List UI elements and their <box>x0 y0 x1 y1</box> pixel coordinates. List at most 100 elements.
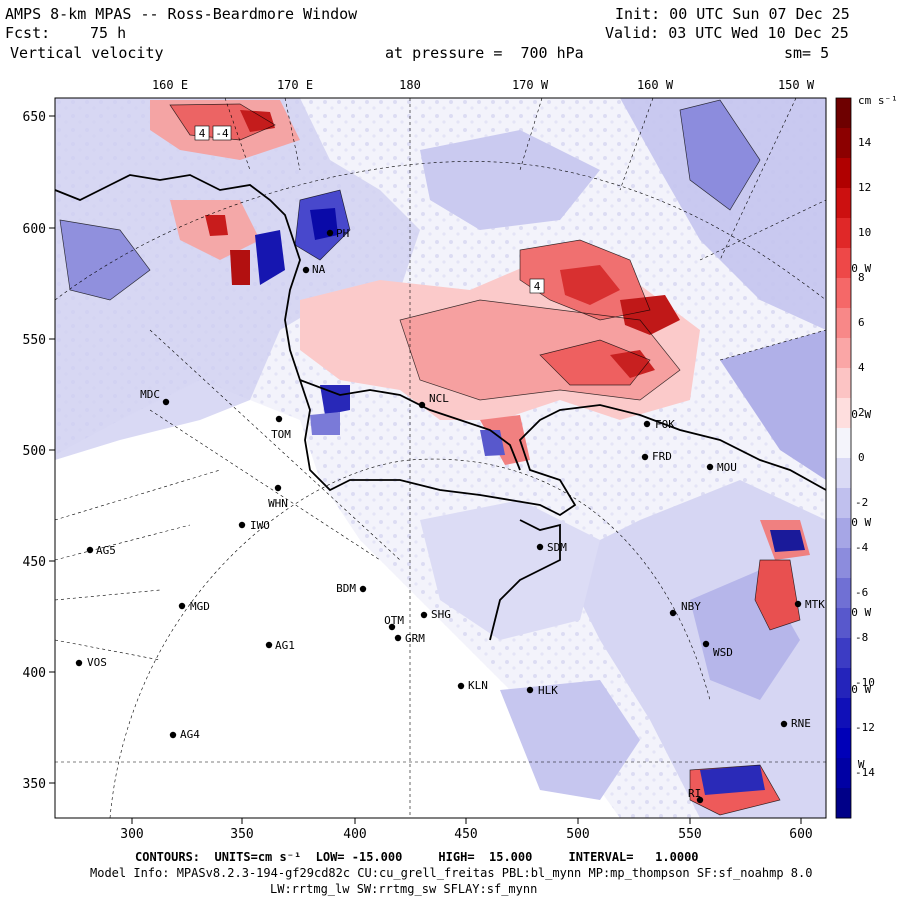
station-label: SHG <box>431 608 451 621</box>
physics-info: LW:rrtmg_lw SW:rrtmg_sw SFLAY:sf_mynn <box>270 882 538 896</box>
colorbar-swatch <box>836 368 851 399</box>
x-tick-label: 300 <box>120 827 143 842</box>
colorbar-swatch <box>836 278 851 309</box>
y-tick-label: 450 <box>23 555 46 570</box>
colorbar-label: 14 <box>858 136 872 149</box>
colorbar-swatch <box>836 458 851 489</box>
station-label: BDM <box>336 582 356 595</box>
station-marker <box>275 415 283 423</box>
model-info: Model Info: MPASv8.2.3-194-gf29cd82c CU:… <box>90 866 813 880</box>
station-marker <box>394 634 402 642</box>
colorbar-swatch <box>836 728 851 759</box>
colorbar-swatch <box>836 608 851 639</box>
init-time: Init: 00 UTC Sun 07 Dec 25 <box>615 5 850 23</box>
y-tick-label: 550 <box>23 333 46 348</box>
station-label: OTM <box>384 614 404 627</box>
station-marker <box>238 521 246 529</box>
colorbar-swatch <box>836 788 851 819</box>
contours-info: CONTOURS: UNITS=cm s⁻¹ LOW= -15.000 HIGH… <box>135 850 699 864</box>
station-marker <box>526 686 534 694</box>
colorbar-label: -8 <box>855 631 868 644</box>
y-tick-label: 600 <box>23 222 46 237</box>
station-label: GRM <box>405 632 425 645</box>
station-label: VOS <box>87 656 107 669</box>
station-marker <box>641 453 649 461</box>
x-tick-label: 600 <box>789 827 812 842</box>
valid-time: Valid: 03 UTC Wed 10 Dec 25 <box>605 24 849 42</box>
colorbar-label: 10 <box>858 226 871 239</box>
lon-label: 160 W <box>637 78 674 92</box>
station-label: FRD <box>652 450 672 463</box>
station-marker <box>702 640 710 648</box>
station-label: MTK <box>805 598 825 611</box>
colorbar-swatch <box>836 128 851 159</box>
contour-label: 4 <box>534 280 541 293</box>
x-tick-label: 550 <box>678 827 701 842</box>
colorbar-label: 2 <box>858 406 865 419</box>
lon-label: 180 <box>399 78 421 92</box>
colorbar-swatch <box>836 218 851 249</box>
station-marker <box>794 600 802 608</box>
station-marker <box>457 682 465 690</box>
pressure-level: at pressure = 700 hPa <box>385 44 584 62</box>
colorbar-label: 0 <box>858 451 865 464</box>
station-label: AG5 <box>96 544 116 557</box>
station-label: AG1 <box>275 639 295 652</box>
station-label: PH <box>336 227 349 240</box>
station-label: MOU <box>717 461 737 474</box>
station-marker <box>302 266 310 274</box>
colorbar-swatch <box>836 518 851 549</box>
station-label: NA <box>312 263 326 276</box>
station-marker <box>706 463 714 471</box>
station-marker <box>420 611 428 619</box>
colorbar-swatch <box>836 248 851 279</box>
y-tick-label: 350 <box>23 777 46 792</box>
forecast-hours: 75 h <box>90 24 127 42</box>
station-marker <box>169 731 177 739</box>
field-name: Vertical velocity <box>10 44 164 62</box>
lon-label: 160 E <box>152 78 188 92</box>
colorbar-label: -12 <box>855 721 875 734</box>
colorbar-swatch <box>836 578 851 609</box>
lon-label: 170 W <box>512 78 549 92</box>
station-marker <box>178 602 186 610</box>
station-label: IWO <box>250 519 270 532</box>
station-marker <box>265 641 273 649</box>
lon-label: 150 W <box>778 78 815 92</box>
station-label: RI <box>688 787 701 800</box>
station-label: SDM <box>547 541 567 554</box>
colorbar-swatch <box>836 638 851 669</box>
colorbar-label: -14 <box>855 766 875 779</box>
x-tick-label: 350 <box>230 827 253 842</box>
colorbar-units: cm s⁻¹ <box>858 94 898 107</box>
vertical-velocity-field <box>55 98 826 818</box>
station-label: WHN <box>268 497 288 510</box>
y-tick-label: 500 <box>23 444 46 459</box>
station-marker <box>162 398 170 406</box>
x-tick-label: 450 <box>454 827 477 842</box>
forecast-label: Fcst: <box>5 24 51 42</box>
colorbar-label: -4 <box>855 541 869 554</box>
station-label: NBY <box>681 600 701 613</box>
colorbar-swatch <box>836 308 851 339</box>
station-marker <box>274 484 282 492</box>
colorbar-label: 4 <box>858 361 865 374</box>
station-marker <box>696 796 704 804</box>
station-marker <box>418 401 426 409</box>
colorbar-label: -6 <box>855 586 868 599</box>
station-marker <box>326 229 334 237</box>
station-marker <box>536 543 544 551</box>
station-label: WSD <box>713 646 733 659</box>
colorbar-label: 12 <box>858 181 871 194</box>
colorbar-swatch <box>836 758 851 789</box>
station-label: MDC <box>140 388 160 401</box>
contour-label: -4 <box>215 127 229 140</box>
colorbar-swatch <box>836 548 851 579</box>
colorbar-swatch <box>836 338 851 369</box>
y-tick-label: 650 <box>23 110 46 125</box>
colorbar-label: 8 <box>858 271 865 284</box>
station-marker <box>643 420 651 428</box>
lon-label: 170 E <box>277 78 313 92</box>
station-marker <box>75 659 83 667</box>
station-label: NCL <box>429 392 449 405</box>
